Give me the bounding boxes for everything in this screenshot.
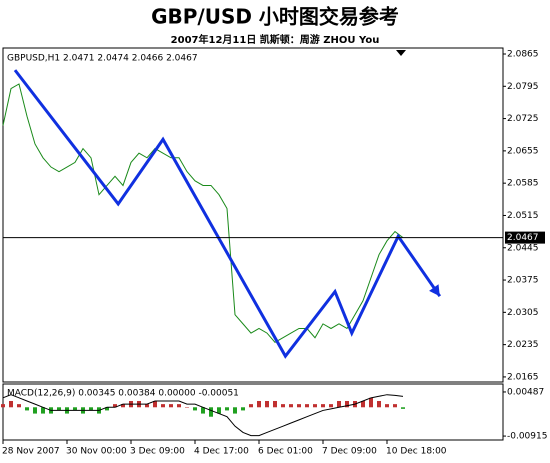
macd-bar [297,404,301,408]
macd-bar [241,407,245,411]
macd-bar [217,407,221,414]
y-tick-label: -0.00915 [507,432,547,442]
y-tick-label: 2.0375 [507,276,539,286]
macd-bar [105,407,109,411]
x-tick-label: 28 Nov 2007 [2,447,60,457]
macd-label: MACD(12,26,9) 0.00345 0.00384 0.00000 -0… [7,389,239,399]
macd-bar [73,407,77,411]
x-tick-label: 4 Dec 17:00 [194,447,249,457]
y-tick-label: 0.00487 [507,387,544,397]
macd-bar [17,404,21,408]
macd-bar [273,400,277,408]
macd-bar [393,404,397,408]
macd-bar [377,400,381,408]
macd-bar [289,404,293,408]
macd-bar [281,404,285,408]
price-line [2,83,404,343]
macd-bar [369,397,373,408]
y-tick-label: 2.0235 [507,340,539,350]
arrow-head [429,284,440,297]
x-tick-label: 10 Dec 18:00 [386,447,447,457]
macd-bar [89,407,93,411]
last-price-box [505,231,545,244]
macd-bar [153,400,157,408]
macd-bar [57,407,61,411]
y-tick-label: 2.0795 [507,82,539,92]
shift-marker [396,50,406,56]
x-tick-label: 30 Nov 00:00 [66,447,127,457]
macd-bar [201,407,205,414]
macd-bar [265,400,269,408]
chart-title: GBP/USD 小时图交易参考 [151,5,399,29]
y-tick-label: 2.0585 [507,179,539,189]
signal-line [2,394,404,437]
y-tick-label: 2.0445 [507,243,539,253]
macd-bar [113,404,117,408]
macd-bar [321,404,325,408]
y-tick-label: 2.0165 [507,372,539,382]
macd-bar [161,404,165,408]
x-tick-label: 7 Dec 09:00 [322,447,377,457]
macd-bar [345,400,349,408]
macd-bar [313,404,317,408]
macd-bar [209,407,213,417]
macd-bar [361,400,365,408]
y-tick-label: 2.0865 [507,49,539,59]
macd-bar [25,407,29,411]
x-tick-label: 6 Dec 01:00 [258,447,313,457]
macd-bar [121,404,125,408]
macd-bar [329,404,333,408]
macd-bar [225,407,229,411]
macd-bar [337,400,341,408]
zigzag-annotation [13,69,442,359]
macd-bar [305,404,309,408]
y-tick-label: 2.0725 [507,114,539,124]
macd-bar [233,407,237,414]
macd-panel [2,383,504,441]
macd-bar [185,407,189,408]
macd-bar [33,407,37,414]
header-label: GBPUSD,H1 2.0471 2.0474 2.0466 2.0467 [7,54,198,64]
macd-bar [1,404,5,408]
macd-bar [193,407,197,411]
y-tick-label: 2.0515 [507,211,539,221]
y-tick-label: 2.0655 [507,146,539,156]
chart-subtitle: 2007年12月11日 凯斯顿：周游 ZHOU You [171,33,380,46]
price-panel [2,47,504,383]
macd-bar [177,404,181,408]
macd-bar [145,404,149,408]
macd-bar [249,404,253,408]
macd-bar [9,400,13,408]
y-tick-label: 2.0305 [507,308,539,318]
macd-bar [169,404,173,408]
macd-bar [385,404,389,408]
macd-bar [41,407,45,414]
macd-bar [401,407,405,409]
macd-bar [257,400,261,408]
x-tick-label: 3 Dec 09:00 [130,447,185,457]
last-price-label: 2.0467 [507,233,539,243]
